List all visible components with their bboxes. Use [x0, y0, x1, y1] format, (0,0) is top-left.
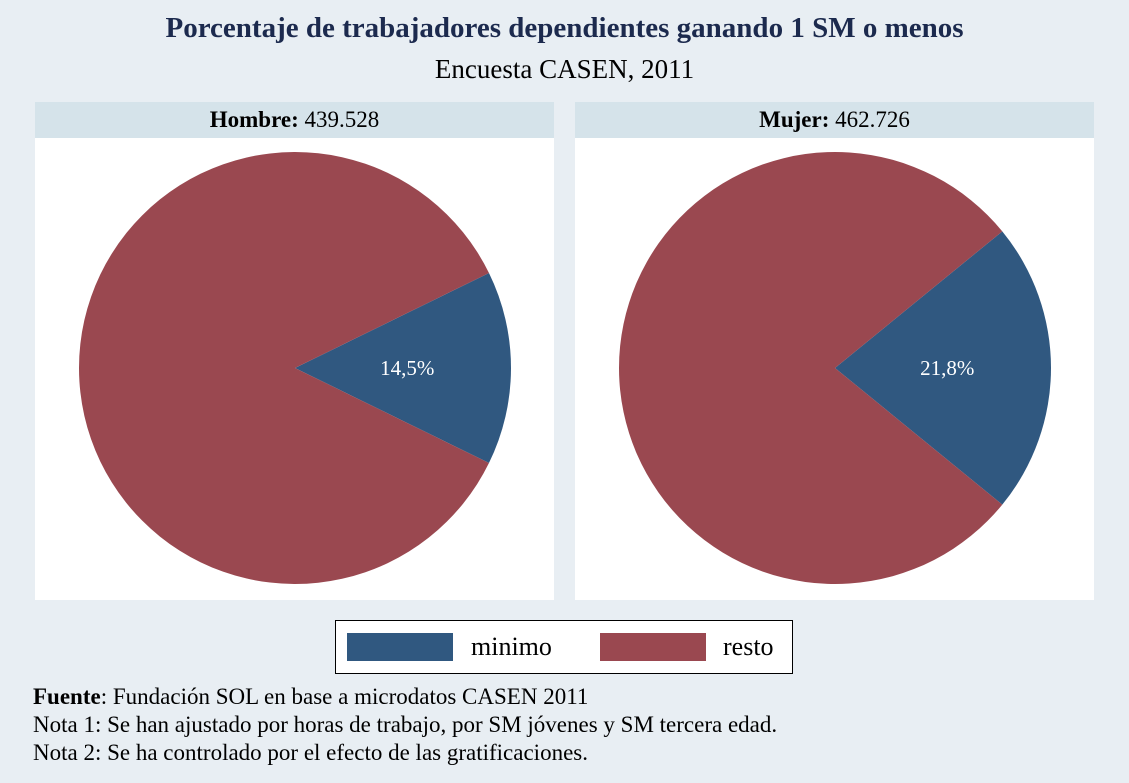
pie-chart-hombre: 14,5%	[78, 152, 511, 584]
chart-title: Porcentaje de trabajadores dependientes …	[165, 12, 964, 44]
panel-label-hombre: Hombre:	[209, 107, 299, 132]
pie-slice-resto	[619, 152, 1003, 584]
pie-panel-hombre: Hombre: 439.528 14,5%	[35, 102, 554, 600]
pie-slice-minimo	[835, 231, 1052, 505]
panel-header-hombre: Hombre: 439.528	[35, 102, 554, 138]
legend-label-resto: resto	[723, 632, 774, 661]
pie-slice-label-minimo: 14,5%	[380, 356, 434, 380]
footer-source-text: : Fundación SOL en base a microdatos CAS…	[100, 684, 589, 709]
footer-source-label: Fuente	[33, 684, 101, 709]
footer-source: Fuente: Fundación SOL en base a microdat…	[33, 683, 777, 711]
pie-slice-resto	[78, 152, 489, 584]
panel-label-mujer: Mujer:	[759, 107, 830, 132]
panel-value-mujer: 462.726	[835, 107, 910, 132]
panel-value-hombre: 439.528	[304, 107, 380, 132]
panel-header-mujer: Mujer: 462.726	[575, 102, 1094, 138]
legend: minimo resto	[335, 620, 793, 674]
legend-swatch-minimo	[347, 633, 453, 661]
footer-note-2: Nota 2: Se ha controlado por el efecto d…	[33, 740, 588, 765]
legend-label-minimo: minimo	[471, 632, 552, 661]
pie-slice-label-minimo: 21,8%	[920, 356, 974, 380]
footer-notes: Fuente: Fundación SOL en base a microdat…	[33, 683, 777, 767]
footer-note-1: Nota 1: Se han ajustado por horas de tra…	[33, 712, 778, 737]
chart-subtitle: Encuesta CASEN, 2011	[434, 54, 695, 84]
pie-chart-mujer: 21,8%	[619, 152, 1052, 584]
pie-slice-minimo	[295, 272, 511, 464]
legend-swatch-resto	[600, 633, 706, 661]
pie-panel-mujer: Mujer: 462.726 21,8%	[575, 102, 1094, 600]
